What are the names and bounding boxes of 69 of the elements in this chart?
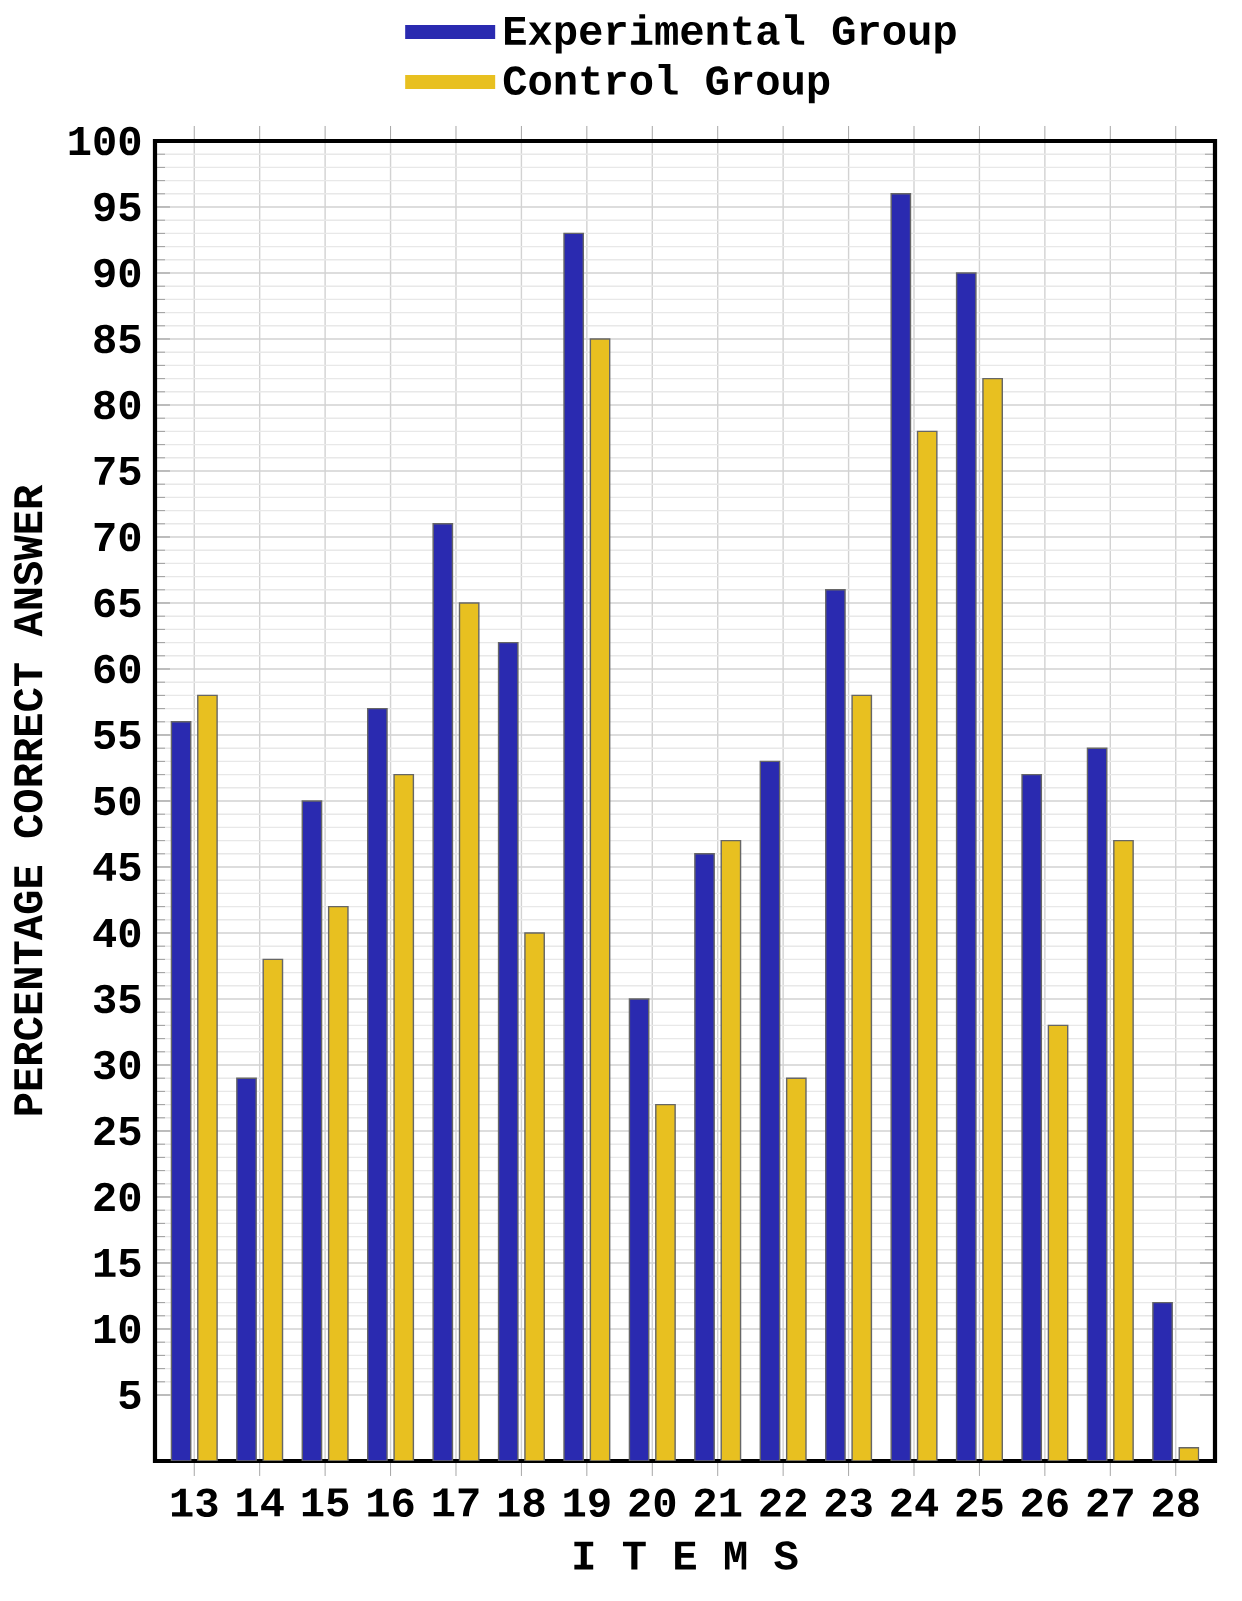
bar (563, 232, 585, 1461)
bar (458, 602, 480, 1461)
bar (851, 694, 873, 1461)
x-tick-label: 19 (564, 1488, 610, 1518)
y-tick-label: 70 (94, 522, 141, 552)
bar (1047, 1024, 1069, 1461)
bar (890, 193, 912, 1461)
bar (785, 1077, 807, 1461)
x-tick-label: 20 (629, 1488, 676, 1518)
bar (982, 377, 1004, 1461)
y-tick-label: 30 (93, 1050, 141, 1080)
bar (955, 272, 977, 1461)
legend-label: Control Group (503, 64, 830, 104)
bar (759, 760, 781, 1461)
bar (236, 1077, 257, 1461)
y-tick-label: 25 (94, 1116, 141, 1146)
x-tick-label: 27 (1087, 1488, 1133, 1517)
bar (367, 707, 388, 1461)
x-tick-label: 21 (694, 1488, 742, 1517)
x-tick-label: 24 (891, 1488, 939, 1517)
bar (720, 839, 742, 1461)
bar (327, 905, 349, 1461)
y-axis-title: PERCENTAGE CORRECT ANSWER (13, 484, 43, 1115)
y-tick-label: 85 (94, 324, 141, 354)
y-tick-label: 50 (94, 786, 141, 816)
x-tick-label: 14 (237, 1488, 284, 1517)
y-tick-label: 15 (94, 1248, 141, 1278)
bar (170, 721, 192, 1461)
y-tick-label: 100 (69, 126, 141, 156)
x-tick-label: 17 (433, 1488, 479, 1517)
y-tick-label: 35 (93, 984, 141, 1014)
y-tick-label: 40 (93, 918, 141, 948)
bar (1021, 773, 1043, 1461)
x-tick-label: 28 (1152, 1488, 1199, 1518)
y-tick-label: 65 (94, 588, 141, 618)
x-tick-label: 13 (171, 1488, 218, 1518)
bar (497, 641, 519, 1461)
y-tick-label: 5 (119, 1380, 141, 1410)
x-tick-label: 16 (368, 1488, 414, 1518)
y-tick-label: 45 (93, 852, 141, 882)
bar (393, 773, 415, 1461)
y-tick-label: 75 (94, 456, 141, 486)
bar (301, 800, 323, 1461)
bar (262, 958, 284, 1461)
y-tick-label: 60 (94, 654, 141, 684)
legend-label: Experimental Group (505, 14, 956, 54)
x-tick-label: 25 (956, 1488, 1003, 1518)
bar (1152, 1301, 1173, 1461)
bar (432, 523, 454, 1461)
x-tick-label: 26 (1022, 1488, 1068, 1518)
x-tick-label: 18 (498, 1488, 545, 1518)
bar (694, 853, 715, 1461)
y-tick-label: 55 (94, 720, 141, 750)
y-tick-label: 80 (94, 390, 141, 420)
bar (628, 998, 650, 1461)
y-tick-label: 10 (94, 1314, 141, 1344)
bar (825, 589, 846, 1461)
x-tick-label: 15 (302, 1488, 349, 1517)
bar (916, 430, 938, 1461)
y-tick-label: 95 (94, 192, 141, 222)
bar (1086, 747, 1108, 1461)
x-tick-label: 23 (825, 1488, 872, 1518)
bar (524, 932, 545, 1461)
x-tick-label: 22 (760, 1488, 806, 1517)
y-tick-label: 20 (94, 1182, 141, 1212)
y-tick-label: 90 (94, 258, 141, 288)
bar (589, 338, 611, 1461)
x-axis-title: I T E M S (574, 1541, 798, 1570)
bar (197, 694, 218, 1461)
